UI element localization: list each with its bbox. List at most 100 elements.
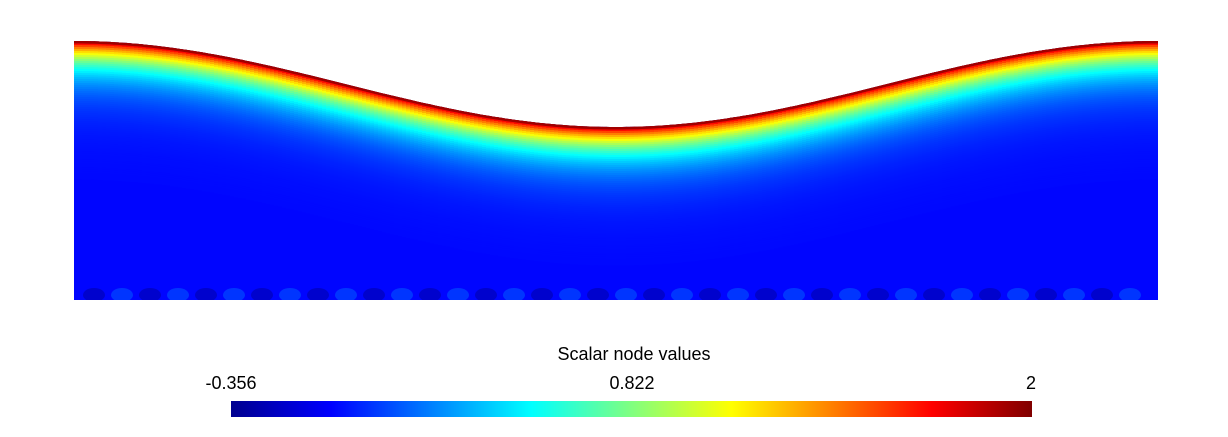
field-column: [186, 48, 191, 189]
field-cell: [190, 60, 195, 64]
field-cell: [150, 177, 155, 180]
field-cell: [134, 143, 139, 147]
field-cell: [122, 90, 127, 94]
field-cell: [110, 136, 115, 139]
field-cell: [194, 119, 199, 122]
field-cell: [118, 124, 123, 128]
field-cell: [158, 102, 163, 105]
field-cell: [170, 167, 175, 171]
field-cell: [114, 166, 119, 169]
field-cell: [74, 173, 79, 176]
field-cell: [174, 180, 179, 183]
field-cell: [170, 119, 175, 123]
field-cell: [78, 47, 83, 50]
field-cell: [118, 178, 123, 182]
field-cell: [82, 65, 87, 68]
field-cell: [142, 148, 147, 152]
field-cell: [170, 87, 175, 91]
field-cell: [110, 86, 115, 89]
field-cell: [174, 80, 179, 83]
field-cell: [90, 73, 95, 76]
field-cell: [158, 76, 163, 79]
field-cell: [146, 54, 151, 58]
field-column: [78, 41, 83, 180]
field-cell: [90, 167, 95, 170]
field-cell: [154, 79, 159, 83]
field-cell: [182, 67, 187, 70]
field-cell: [98, 151, 103, 155]
field-column: [338, 80, 343, 222]
field-cell: [170, 125, 175, 129]
field-cell: [138, 178, 143, 181]
field-cell: [178, 66, 183, 70]
field-cell: [146, 90, 151, 94]
field-cell: [126, 155, 131, 158]
field-cell: [122, 122, 127, 126]
field-column: [90, 41, 95, 180]
field-cell: [166, 175, 171, 178]
field-cell: [74, 85, 79, 88]
field-cell: [94, 159, 99, 162]
field-cell: [138, 98, 143, 101]
field-cell: [126, 121, 131, 124]
field-cell: [106, 165, 111, 169]
field-cell: [254, 198, 259, 202]
field-cell: [170, 155, 175, 159]
field-cell: [166, 93, 171, 96]
field-cell: [114, 172, 119, 175]
field-cell: [138, 62, 143, 65]
field-cell: [126, 117, 131, 120]
field-cell: [182, 157, 187, 160]
field-cell: [162, 152, 167, 156]
field-cell: [186, 72, 191, 75]
field-cell: [94, 89, 99, 92]
field-cell: [150, 123, 155, 126]
field-cell: [162, 164, 167, 168]
field-cell: [138, 84, 143, 87]
field-cell: [142, 164, 147, 168]
field-cell: [110, 106, 115, 109]
field-cell: [78, 105, 83, 108]
field-cell: [106, 101, 111, 105]
field-cell: [118, 172, 123, 176]
field-cell: [174, 66, 179, 69]
field-cell: [98, 141, 103, 145]
field-cell: [174, 130, 179, 133]
field-cell: [78, 169, 83, 172]
field-cell: [114, 154, 119, 157]
field-cell: [174, 178, 179, 181]
field-cell: [90, 63, 95, 66]
field-cell: [150, 163, 155, 166]
field-cell: [134, 135, 139, 139]
field-cell: [94, 67, 99, 70]
field-cell: [138, 110, 143, 113]
field-cell: [166, 127, 171, 130]
field-cell: [182, 89, 187, 92]
field-cell: [126, 109, 131, 112]
field-cell: [86, 91, 91, 94]
field-cell: [182, 167, 187, 170]
field-cell: [94, 109, 99, 112]
field-cell: [142, 70, 147, 74]
field-cell: [174, 54, 179, 57]
field-cell: [186, 54, 191, 57]
field-cell: [194, 75, 199, 78]
field-cell: [98, 45, 103, 49]
field-cell: [102, 77, 107, 81]
field-cell: [90, 137, 95, 140]
field-cell: [130, 177, 135, 180]
field-cell: [102, 91, 107, 95]
field-cell: [142, 80, 147, 84]
field-cell: [122, 96, 127, 100]
field-cell: [134, 49, 139, 53]
field-cell: [78, 59, 83, 62]
field-cell: [166, 129, 171, 132]
field-cell: [110, 154, 115, 157]
field-cell: [170, 129, 175, 133]
field-cell: [82, 159, 87, 162]
field-cell: [138, 148, 143, 151]
field-cell: [178, 126, 183, 130]
field-cell: [158, 62, 163, 65]
field-cell: [282, 205, 287, 208]
field-cell: [158, 60, 163, 63]
